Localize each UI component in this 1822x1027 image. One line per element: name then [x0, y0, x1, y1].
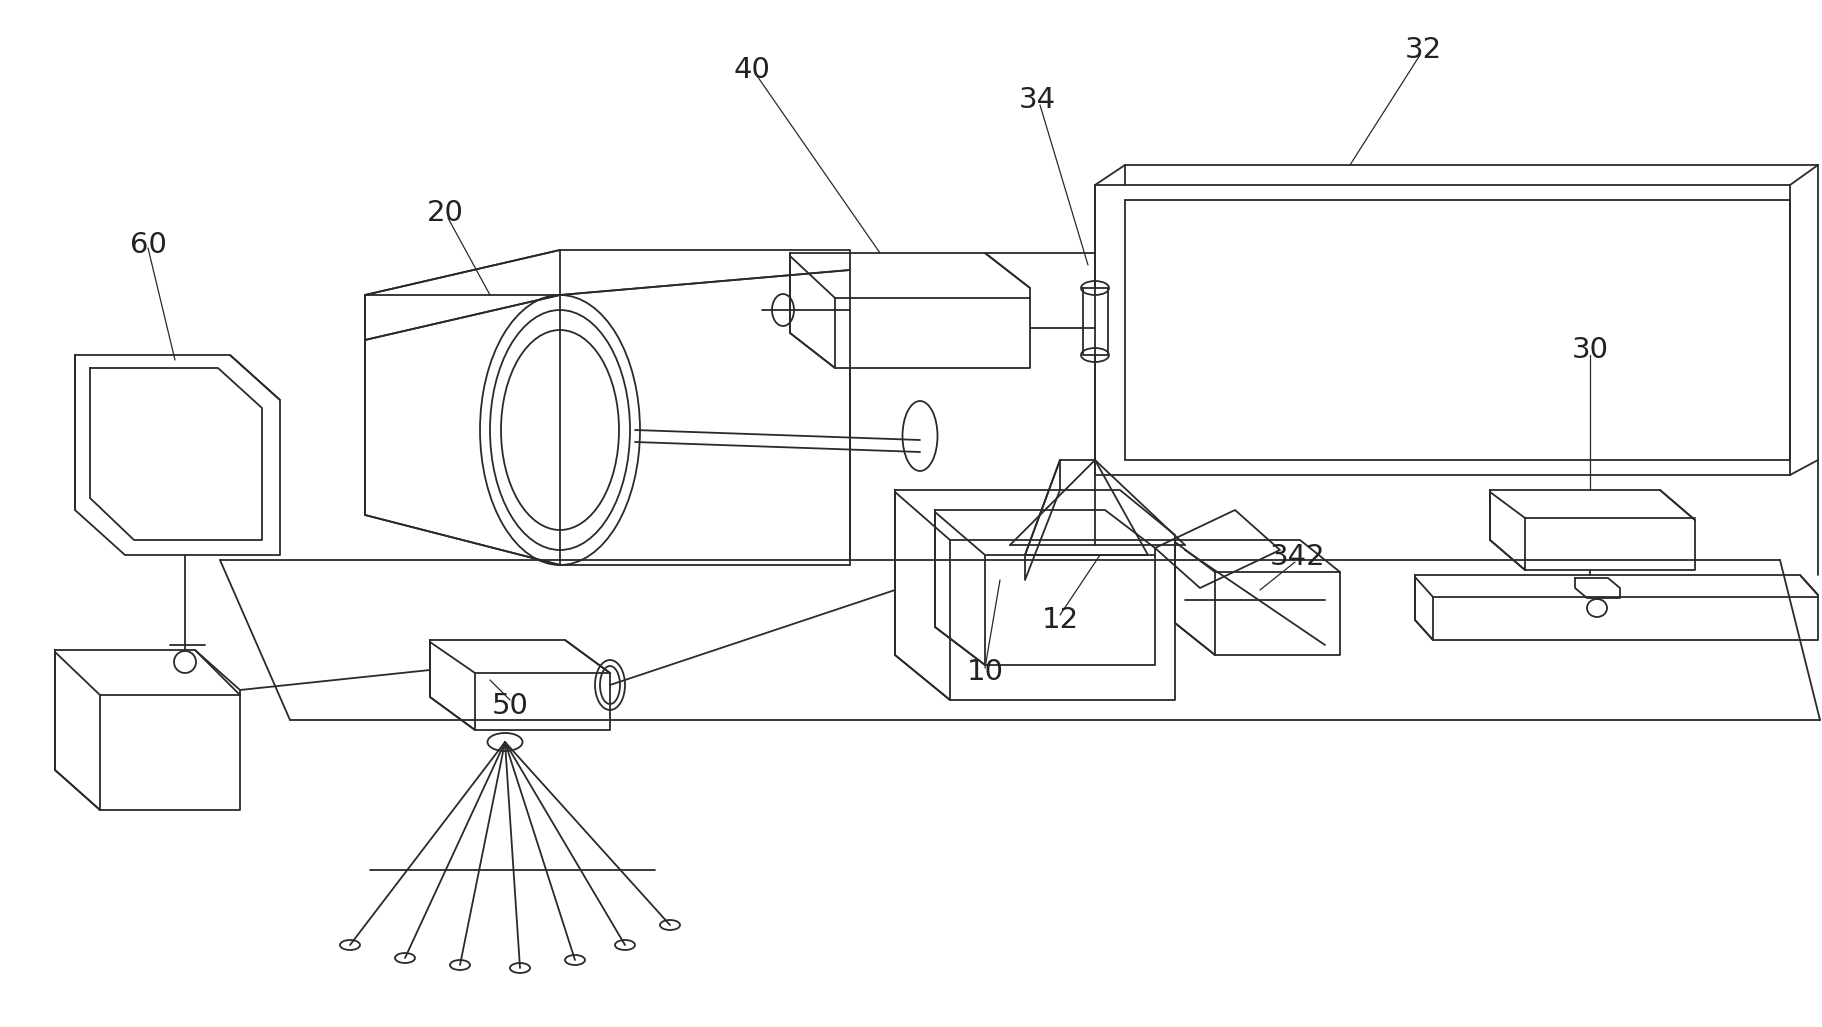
Text: 50: 50 — [492, 692, 528, 720]
Text: 20: 20 — [426, 199, 463, 227]
Text: 30: 30 — [1572, 336, 1609, 364]
Text: 40: 40 — [734, 56, 771, 84]
Text: 60: 60 — [129, 231, 166, 259]
Text: 34: 34 — [1018, 86, 1055, 114]
Text: 32: 32 — [1405, 36, 1441, 64]
Text: 10: 10 — [966, 658, 1004, 686]
Text: 342: 342 — [1270, 543, 1326, 571]
Text: 12: 12 — [1042, 606, 1079, 634]
